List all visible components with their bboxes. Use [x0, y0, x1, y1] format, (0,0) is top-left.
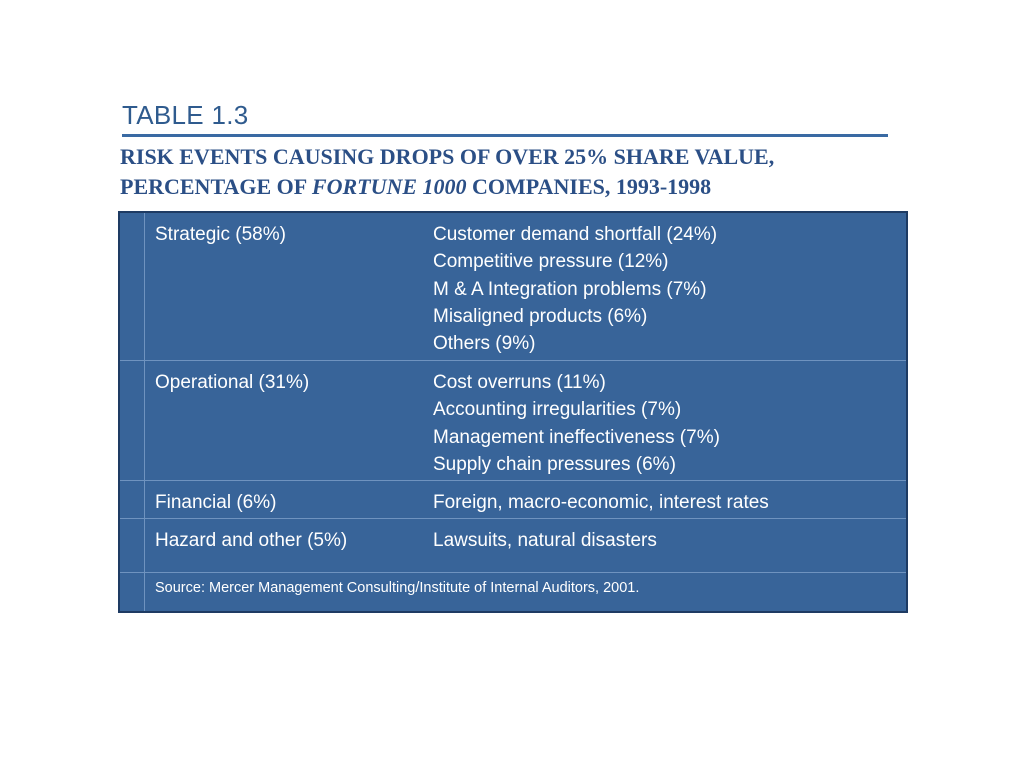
items-cell: Cost overruns (11%) Accounting irregular…: [433, 369, 720, 478]
category-cell: Financial (6%): [155, 492, 277, 513]
items-cell: Foreign, macro-economic, interest rates: [433, 489, 769, 516]
table-row: Hazard and other (5%) Lawsuits, natural …: [120, 519, 906, 573]
list-item: Others (9%): [433, 333, 536, 355]
list-item: Cost overruns (11%): [433, 372, 606, 393]
title-line2-part1: PERCENTAGE OF: [120, 174, 312, 199]
list-item: Supply chain pressures (6%): [433, 453, 676, 475]
list-item: Management ineffectiveness (7%): [433, 426, 720, 448]
items-cell: Customer demand shortfall (24%) Competit…: [433, 221, 717, 357]
title-line2-part2: COMPANIES, 1993-1998: [466, 174, 712, 199]
source-note: Source: Mercer Management Consulting/Ins…: [155, 580, 640, 596]
category-cell: Operational (31%): [155, 372, 310, 393]
items-cell: Lawsuits, natural disasters: [433, 527, 657, 554]
list-item: M & A Integration problems (7%): [433, 278, 707, 300]
list-item: Accounting irregularities (7%): [433, 399, 682, 421]
risk-events-table: Strategic (58%) Customer demand shortfal…: [118, 211, 908, 613]
category-cell: Hazard and other (5%): [155, 530, 348, 551]
table-number-label: TABLE 1.3: [122, 100, 249, 130]
category-cell: Strategic (58%): [155, 224, 286, 245]
list-item: Lawsuits, natural disasters: [433, 530, 657, 551]
list-item: Competitive pressure (12%): [433, 251, 669, 273]
table-row: Financial (6%) Foreign, macro-economic, …: [120, 481, 906, 519]
list-item: Misaligned products (6%): [433, 305, 648, 327]
table-title: RISK EVENTS CAUSING DROPS OF OVER 25% SH…: [120, 142, 920, 202]
list-item: Customer demand shortfall (24%): [433, 224, 718, 245]
title-line1-part1: RISK EVENTS CAUSING DROPS OF OVER 25: [120, 144, 587, 169]
title-line1-part2: % SHARE VALUE,: [586, 144, 775, 169]
table-stub-column: [120, 213, 145, 611]
list-item: Foreign, macro-economic, interest rates: [433, 492, 769, 513]
title-divider: [122, 134, 888, 137]
table-row: Operational (31%) Cost overruns (11%) Ac…: [120, 361, 906, 481]
table-row: Strategic (58%) Customer demand shortfal…: [120, 213, 906, 361]
source-row: Source: Mercer Management Consulting/Ins…: [120, 573, 906, 611]
title-line2-italic: FORTUNE 1000: [311, 174, 467, 199]
